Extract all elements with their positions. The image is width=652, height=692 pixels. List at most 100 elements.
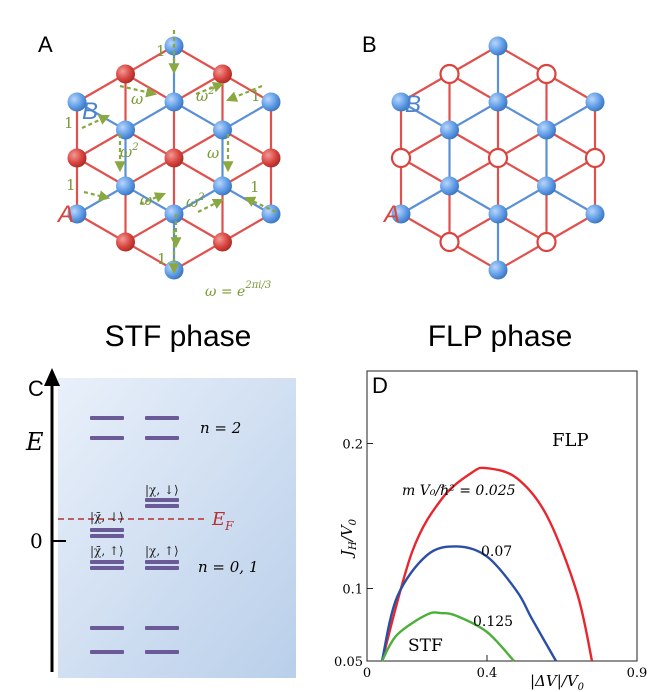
panel-letter-d: D bbox=[372, 373, 388, 398]
n2-label: n = 2 bbox=[200, 419, 241, 437]
phase-arrow bbox=[119, 84, 158, 98]
energy-axis-label: E bbox=[25, 428, 44, 456]
phase-arrow bbox=[83, 190, 111, 202]
plot-frame bbox=[366, 370, 638, 662]
phase-arrow bbox=[139, 192, 167, 206]
phase-arrow bbox=[225, 84, 263, 102]
phase-arrow bbox=[244, 196, 277, 213]
energy-level bbox=[145, 498, 179, 502]
energy-level bbox=[145, 504, 179, 508]
energy-level bbox=[90, 528, 124, 532]
site-b bbox=[585, 204, 605, 224]
site-b bbox=[164, 260, 184, 280]
parameter-label: m V₀/ℏ² = 0.025 bbox=[402, 483, 516, 499]
x-tick-label: 0 bbox=[363, 666, 371, 681]
phase-label: ω bbox=[140, 191, 152, 209]
energy-level bbox=[90, 416, 124, 420]
series-line bbox=[380, 611, 515, 662]
site-a-empty bbox=[487, 147, 509, 169]
site-a-empty bbox=[584, 147, 606, 169]
site-a-empty bbox=[439, 63, 460, 85]
ket-label: |χ̄, ↑⟩ bbox=[90, 544, 124, 558]
y-tick-label: 0.2 bbox=[342, 438, 363, 453]
site-b bbox=[212, 120, 232, 140]
sublattice-label-b: B bbox=[82, 98, 98, 125]
phase-boundary-curves bbox=[380, 466, 594, 662]
region-label-flp: FLP bbox=[552, 430, 589, 451]
site-a bbox=[116, 232, 136, 252]
phase-arrows bbox=[81, 30, 277, 275]
energy-level bbox=[90, 626, 124, 630]
site-b bbox=[488, 260, 508, 280]
site-a bbox=[164, 148, 184, 168]
phase-title-flp: FLP phase bbox=[428, 320, 573, 353]
site-b bbox=[261, 92, 281, 112]
series-label: 0.07 bbox=[481, 544, 512, 560]
panel-a: A B A 1 ω ω2 1 1 ω2 ω 1 ω ω2 1 1 ω = e2π… bbox=[38, 30, 281, 353]
phase-labels: 1 ω ω2 1 1 ω2 ω 1 ω ω2 1 1 ω = e2πi/3 bbox=[64, 42, 271, 300]
phase-arrow bbox=[195, 82, 225, 96]
panel-letter-c: C bbox=[28, 376, 44, 401]
phase-arrow bbox=[81, 114, 110, 129]
series-line bbox=[380, 545, 558, 662]
y-tick-label: 0.1 bbox=[342, 583, 363, 598]
phase-label: ω bbox=[131, 90, 143, 108]
zero-energy-label: 0 bbox=[30, 529, 43, 553]
panel-c: C E 0 EF n = 2 n = 0, 1 |χ̄, ↓⟩ |χ̄, ↑⟩ … bbox=[25, 368, 296, 678]
site-b bbox=[536, 176, 556, 196]
phase-label: 1 bbox=[64, 114, 74, 132]
sublattice-label-a: A bbox=[382, 201, 400, 228]
panel-letter-a: A bbox=[38, 32, 53, 57]
phase-label-omega-sq: ω2 bbox=[186, 192, 205, 211]
site-b bbox=[116, 176, 136, 196]
sublattice-label-a: A bbox=[56, 201, 74, 228]
phase-label: 1 bbox=[250, 178, 260, 196]
phase-arrow bbox=[197, 199, 224, 213]
site-b bbox=[440, 176, 460, 196]
axis-ticks: 0.05 0.1 0.2 0 0.4 0.9 bbox=[334, 438, 647, 682]
series-label: 0.125 bbox=[473, 614, 513, 630]
energy-level bbox=[90, 560, 124, 564]
energy-level bbox=[90, 436, 124, 440]
ket-label: |χ, ↓⟩ bbox=[145, 483, 179, 497]
y-tick-label: 0.05 bbox=[334, 655, 363, 670]
region-label-stf: STF bbox=[408, 636, 443, 656]
site-a-empty bbox=[536, 231, 557, 253]
y-axis-label: JH/V0 bbox=[338, 518, 359, 559]
energy-level bbox=[90, 534, 124, 538]
kagome-lattice-stf bbox=[67, 36, 281, 280]
energy-level bbox=[145, 560, 179, 564]
site-b bbox=[488, 92, 508, 112]
site-a bbox=[261, 148, 281, 168]
site-a bbox=[212, 64, 232, 84]
energy-level bbox=[145, 650, 179, 654]
site-a bbox=[212, 232, 232, 252]
site-b bbox=[67, 92, 87, 112]
omega-definition: ω = e2πi/3 bbox=[205, 280, 271, 300]
site-b bbox=[488, 36, 508, 56]
phase-label: ω bbox=[207, 144, 219, 162]
site-b bbox=[67, 204, 87, 224]
panel-b: B B A FLP phase bbox=[362, 32, 606, 353]
site-b bbox=[164, 92, 184, 112]
phase-label: 1 bbox=[251, 87, 261, 105]
site-a bbox=[116, 64, 136, 84]
site-b bbox=[391, 204, 411, 224]
site-a bbox=[67, 148, 87, 168]
energy-level bbox=[90, 566, 124, 570]
site-b bbox=[164, 204, 184, 224]
energy-level bbox=[145, 416, 179, 420]
site-b bbox=[391, 92, 411, 112]
kagome-lattice-flp bbox=[390, 36, 606, 280]
energy-level bbox=[145, 626, 179, 630]
phase-label: 1 bbox=[66, 176, 76, 194]
site-b bbox=[116, 120, 136, 140]
x-axis-label: |ΔV|/V0 bbox=[530, 672, 585, 692]
x-tick-label: 0.9 bbox=[627, 666, 648, 681]
site-a-empty bbox=[390, 147, 412, 169]
panel-d: D 0.05 0.1 0.2 0 0.4 0.9 FLP STF m V₀/ℏ² = 0.… bbox=[334, 370, 647, 692]
phase-label: 1 bbox=[156, 42, 166, 60]
energy-level bbox=[145, 566, 179, 570]
energy-levels bbox=[90, 416, 179, 654]
